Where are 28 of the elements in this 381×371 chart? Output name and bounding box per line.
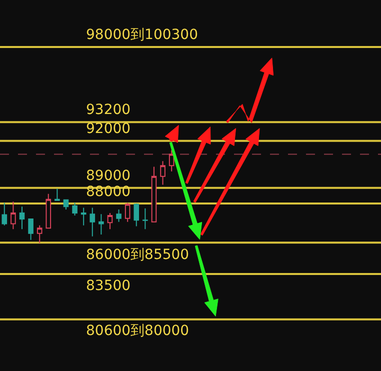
ref-line-label: 86000到85500 [86,247,190,263]
candlestick [72,202,78,216]
candlestick [54,188,60,201]
candlestick [116,208,122,222]
candlestick [90,207,96,237]
candlestick [151,166,157,222]
candlestick [28,218,34,240]
candlestick [19,206,25,230]
candlestick [160,160,166,186]
candlestick [134,203,140,227]
candlestick [142,208,148,230]
ref-line-label: 83500 [86,278,131,294]
candlestick [46,193,52,230]
candlestick [168,150,174,172]
candlestick [80,207,86,226]
candlestick [63,199,69,210]
ref-line-label: 80600到80000 [86,323,190,339]
candlestick [10,201,16,230]
ref-line-label: 92000 [86,121,131,137]
ref-line-label: 88000 [86,184,131,200]
ref-line-label: 89000 [86,168,131,184]
ref-line-label: 93200 [86,102,131,118]
candlestick [98,214,104,235]
candlestick [36,224,42,244]
candlestick [124,202,130,222]
candlestick [2,202,8,226]
ref-line-label: 98000到100300 [86,27,198,43]
candlestick [107,212,113,230]
